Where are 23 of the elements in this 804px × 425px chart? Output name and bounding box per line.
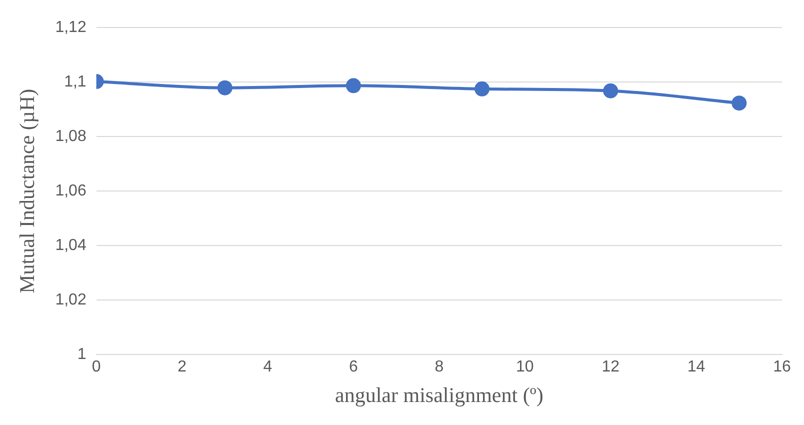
x-tick-label: 10 [516, 358, 534, 376]
y-tick-label: 1,04 [55, 237, 86, 254]
x-axis-title: angular misalignment (º) [335, 382, 544, 407]
x-tick-label: 2 [178, 358, 187, 376]
x-tick-label: 4 [263, 358, 272, 376]
point [474, 81, 490, 96]
x-tick-label: 0 [92, 358, 101, 376]
x-tick-label: 8 [434, 358, 444, 376]
y-tick-label: 1,12 [55, 19, 86, 36]
y-tick-label: 1,08 [55, 128, 86, 146]
point [603, 83, 618, 98]
y-tick-label: 1,1 [64, 74, 86, 91]
y-axis-title: Mutual Inductance (µH) [15, 88, 40, 294]
y-tick-label: 1 [77, 346, 86, 364]
point [732, 96, 747, 111]
x-tick-label: 12 [602, 358, 620, 376]
x-tick-label: 16 [773, 358, 791, 376]
point [346, 78, 361, 94]
y-tick-label: 1,06 [55, 182, 86, 200]
x-tick-label: 14 [687, 358, 706, 376]
y-tick-label: 1,02 [55, 292, 86, 309]
point [217, 80, 232, 96]
x-tick-label: 6 [349, 358, 358, 376]
